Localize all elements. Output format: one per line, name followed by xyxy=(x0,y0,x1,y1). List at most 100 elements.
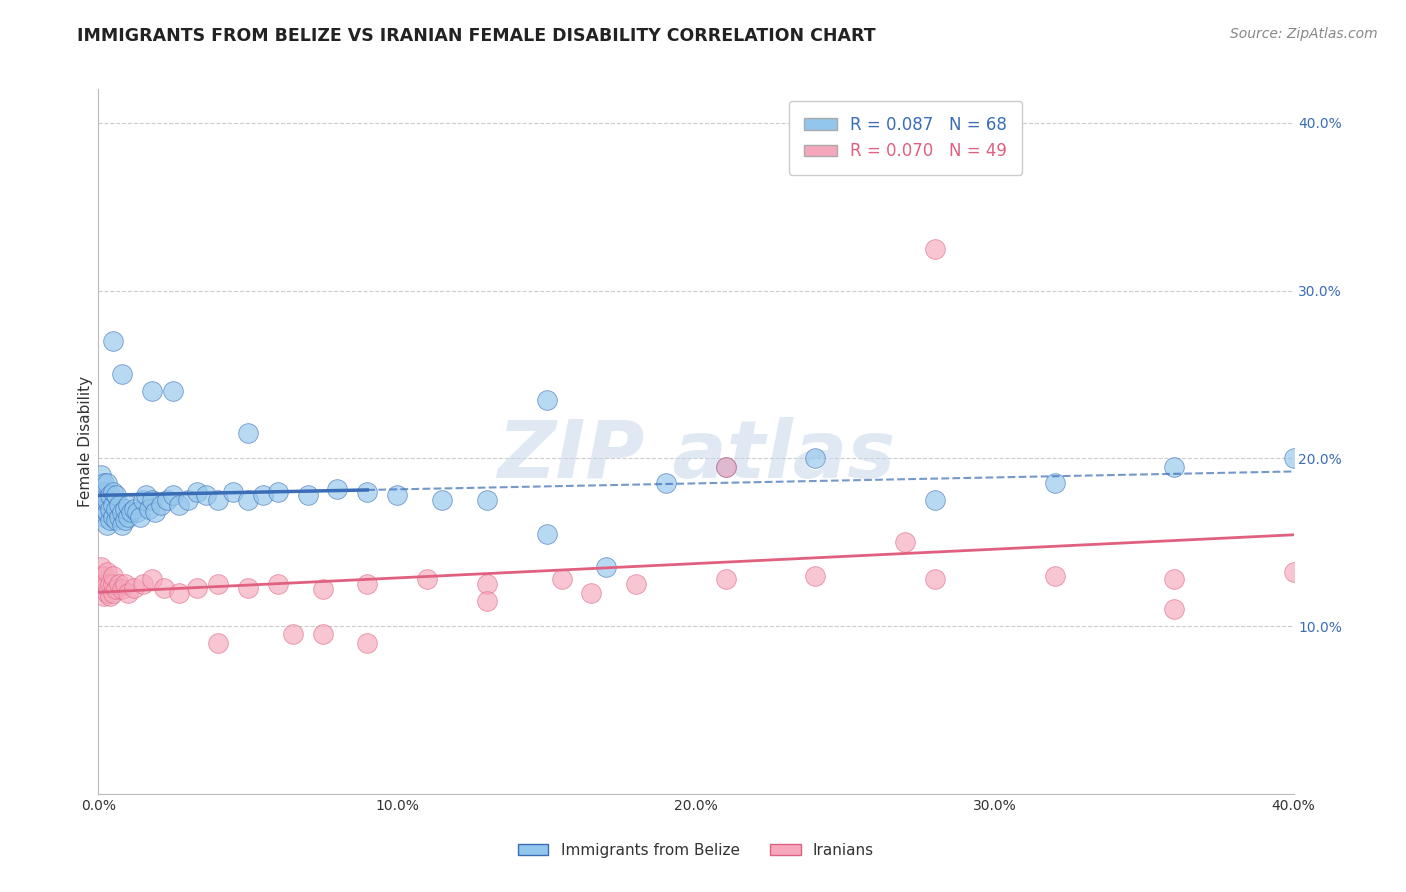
Text: ZIP atlas: ZIP atlas xyxy=(496,417,896,495)
Point xyxy=(1163,459,1185,474)
Point xyxy=(114,501,136,516)
Legend: Immigrants from Belize, Iranians: Immigrants from Belize, Iranians xyxy=(512,837,880,863)
Point xyxy=(281,627,304,641)
Point xyxy=(124,501,146,516)
Y-axis label: Female Disability: Female Disability xyxy=(77,376,93,508)
Point xyxy=(1043,476,1066,491)
Point xyxy=(90,560,112,574)
Point xyxy=(135,488,157,502)
Point xyxy=(98,501,122,516)
Point xyxy=(153,581,176,595)
Point xyxy=(103,577,125,591)
Point xyxy=(475,577,498,591)
Point xyxy=(167,498,190,512)
Point xyxy=(714,572,737,586)
Point xyxy=(103,334,125,348)
Point xyxy=(894,535,917,549)
Point xyxy=(93,476,115,491)
Point xyxy=(90,493,112,508)
Point xyxy=(1163,572,1185,586)
Point xyxy=(93,501,115,516)
Point xyxy=(311,627,333,641)
Point xyxy=(103,498,125,512)
Point xyxy=(186,484,208,499)
Point xyxy=(430,493,453,508)
Point xyxy=(356,636,378,650)
Point xyxy=(416,572,439,586)
Point xyxy=(90,577,112,591)
Point xyxy=(385,488,409,502)
Point xyxy=(93,577,115,591)
Point xyxy=(222,484,245,499)
Point xyxy=(98,589,122,603)
Point xyxy=(117,585,139,599)
Point xyxy=(96,518,118,533)
Point xyxy=(105,513,128,527)
Point xyxy=(550,572,572,586)
Point xyxy=(162,384,184,399)
Point xyxy=(143,505,166,519)
Point xyxy=(93,484,115,499)
Point xyxy=(96,476,118,491)
Point xyxy=(96,505,118,519)
Point xyxy=(108,510,131,524)
Point xyxy=(924,242,946,256)
Point xyxy=(132,577,155,591)
Point xyxy=(1282,451,1305,466)
Point xyxy=(98,488,122,502)
Point xyxy=(93,493,115,508)
Point xyxy=(93,589,115,603)
Point xyxy=(236,493,259,508)
Point xyxy=(804,451,827,466)
Point xyxy=(108,498,131,512)
Point xyxy=(475,493,498,508)
Point xyxy=(207,577,229,591)
Point xyxy=(177,493,200,508)
Point xyxy=(105,488,128,502)
Point xyxy=(120,505,142,519)
Point xyxy=(804,568,827,582)
Point xyxy=(90,568,112,582)
Point xyxy=(129,510,152,524)
Point xyxy=(105,582,128,597)
Point xyxy=(117,510,139,524)
Point xyxy=(93,568,115,582)
Point xyxy=(114,513,136,527)
Point xyxy=(93,510,115,524)
Point xyxy=(103,510,125,524)
Point xyxy=(90,484,112,499)
Point xyxy=(236,426,259,441)
Point xyxy=(90,501,112,516)
Point xyxy=(96,585,118,599)
Point xyxy=(124,581,146,595)
Point xyxy=(356,577,378,591)
Point xyxy=(111,505,134,519)
Point xyxy=(141,572,163,586)
Point xyxy=(195,488,218,502)
Point xyxy=(311,582,333,597)
Point xyxy=(105,501,128,516)
Point xyxy=(167,585,190,599)
Point xyxy=(141,384,163,399)
Point xyxy=(297,488,319,502)
Point xyxy=(267,577,290,591)
Text: IMMIGRANTS FROM BELIZE VS IRANIAN FEMALE DISABILITY CORRELATION CHART: IMMIGRANTS FROM BELIZE VS IRANIAN FEMALE… xyxy=(77,27,876,45)
Point xyxy=(207,493,229,508)
Point xyxy=(326,482,349,496)
Point xyxy=(96,566,118,580)
Point xyxy=(714,459,737,474)
Point xyxy=(536,392,558,407)
Point xyxy=(581,585,603,599)
Point xyxy=(924,493,946,508)
Point xyxy=(1043,568,1066,582)
Point xyxy=(103,568,125,582)
Point xyxy=(1282,566,1305,580)
Point xyxy=(98,577,122,591)
Point xyxy=(236,581,259,595)
Point xyxy=(111,518,134,533)
Point xyxy=(141,493,163,508)
Point xyxy=(924,572,946,586)
Point xyxy=(96,577,118,591)
Point xyxy=(108,577,131,591)
Point xyxy=(207,636,229,650)
